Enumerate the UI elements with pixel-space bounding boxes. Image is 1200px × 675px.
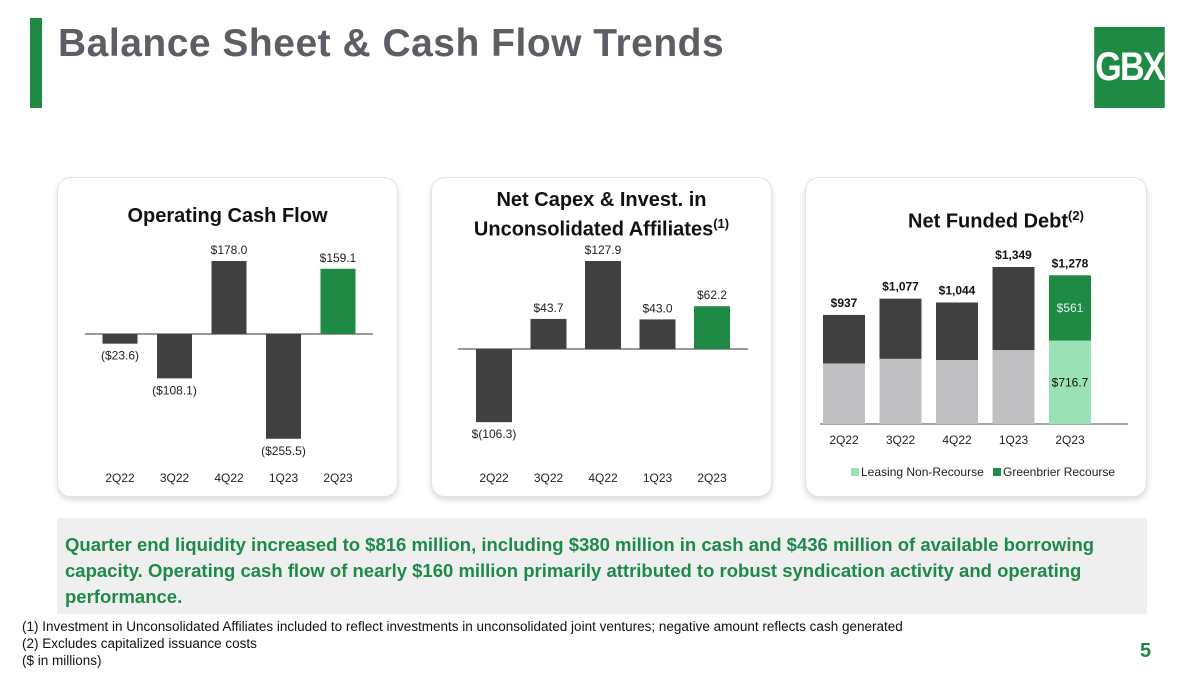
data-label: $(106.3) (472, 427, 517, 441)
chart-title: Net Capex & Invest. in Unconsolidated Af… (473, 189, 730, 241)
data-label: $43.0 (642, 301, 672, 315)
footnote-3: ($ in millions) (22, 653, 102, 668)
bar-recourse-3Q22 (879, 298, 922, 359)
data-label: $43.7 (533, 301, 563, 315)
bar-4Q22 (585, 261, 621, 349)
total-label: $1,278 (1052, 256, 1089, 270)
x-tick-label: 3Q22 (886, 433, 916, 447)
data-label: $178.0 (211, 243, 248, 257)
bar-3Q22 (530, 318, 567, 349)
title-accent-bar (30, 18, 42, 108)
bar-recourse-1Q23 (992, 266, 1035, 351)
net-funded-debt-panel: Net Funded Debt(2) $937 2Q22 $1,077 3Q22 $1,… (805, 177, 1147, 497)
gbx-logo: GBX (1094, 27, 1165, 108)
net-funded-debt-chart: $937 2Q22 $1,077 3Q22 $1,044 4Q22 $1,349 1Q23 $1… (820, 248, 1128, 479)
bar-2Q23 (320, 268, 356, 334)
footnote-2: (2) Excludes capitalized issuance costs (22, 636, 257, 651)
bar-2Q22 (476, 349, 512, 423)
x-tick-label: 3Q22 (534, 471, 564, 485)
bar-leasing-1Q23 (992, 350, 1035, 424)
bar-1Q23 (639, 319, 676, 349)
x-tick-label: 4Q22 (942, 433, 972, 447)
page-title: Balance Sheet & Cash Flow Trends (58, 22, 725, 65)
data-label: $127.9 (585, 243, 622, 257)
segment-label: $716.7 (1052, 375, 1089, 389)
data-label: ($23.6) (101, 349, 139, 363)
chart-title: Net Funded Debt(2) (908, 208, 1084, 233)
x-tick-label: 2Q23 (323, 471, 353, 485)
total-label: $937 (831, 296, 858, 310)
operating-cash-flow-chart: ($23.6) 2Q22 ($108.1) 3Q22 $178.0 4Q22 ($255.5… (85, 243, 373, 485)
x-tick-label: 2Q22 (829, 433, 859, 447)
data-label: $62.2 (697, 288, 727, 302)
segment-label: $561 (1057, 301, 1084, 315)
bar-leasing-2Q22 (823, 363, 865, 424)
x-tick-label: 2Q23 (1055, 433, 1085, 447)
x-tick-label: 2Q23 (697, 471, 727, 485)
net-capex-chart: $(106.3) 2Q22 $43.7 3Q22 $127.9 4Q22 $43.0 1Q23… (458, 243, 748, 485)
bar-leasing-4Q22 (936, 359, 978, 424)
bar-4Q22 (211, 261, 247, 334)
bar-2Q22 (102, 334, 138, 344)
bar-recourse-4Q22 (936, 302, 978, 360)
legend-label: Leasing Non-Recourse (861, 465, 984, 479)
bar-recourse-2Q22 (823, 314, 865, 364)
bar-leasing-3Q22 (879, 358, 922, 424)
operating-cash-flow-panel: Operating Cash Flow ($23.6) 2Q22 ($108.1) 3… (57, 177, 398, 497)
data-label: ($108.1) (152, 383, 197, 397)
bar-1Q23 (266, 334, 301, 439)
x-tick-label: 4Q22 (214, 471, 244, 485)
x-tick-label: 3Q22 (160, 471, 190, 485)
bar-3Q22 (157, 334, 192, 379)
legend-swatch-recourse (993, 468, 1001, 476)
x-tick-label: 1Q23 (269, 471, 299, 485)
x-tick-label: 1Q23 (999, 433, 1029, 447)
bar-leasing-2Q23 (1049, 340, 1091, 424)
x-tick-label: 4Q22 (588, 471, 618, 485)
legend-label: Greenbrier Recourse (1003, 465, 1115, 479)
chart-title: Operating Cash Flow (127, 205, 328, 227)
bar-recourse-2Q23 (1049, 275, 1091, 341)
x-tick-label: 2Q22 (479, 471, 509, 485)
total-label: $1,044 (939, 283, 976, 297)
net-capex-panel: Net Capex & Invest. in Unconsolidated Af… (431, 177, 772, 497)
summary-callout: Quarter end liquidity increased to $816 … (57, 518, 1147, 614)
data-label: ($255.5) (261, 444, 306, 458)
legend-swatch-leasing (851, 468, 859, 476)
x-tick-label: 1Q23 (643, 471, 673, 485)
data-label: $159.1 (320, 251, 357, 265)
footnote-1: (1) Investment in Unconsolidated Affilia… (22, 619, 903, 634)
total-label: $1,077 (882, 280, 919, 294)
x-tick-label: 2Q22 (105, 471, 135, 485)
bar-2Q23 (694, 306, 730, 349)
total-label: $1,349 (995, 248, 1032, 262)
page-number: 5 (1140, 640, 1152, 662)
